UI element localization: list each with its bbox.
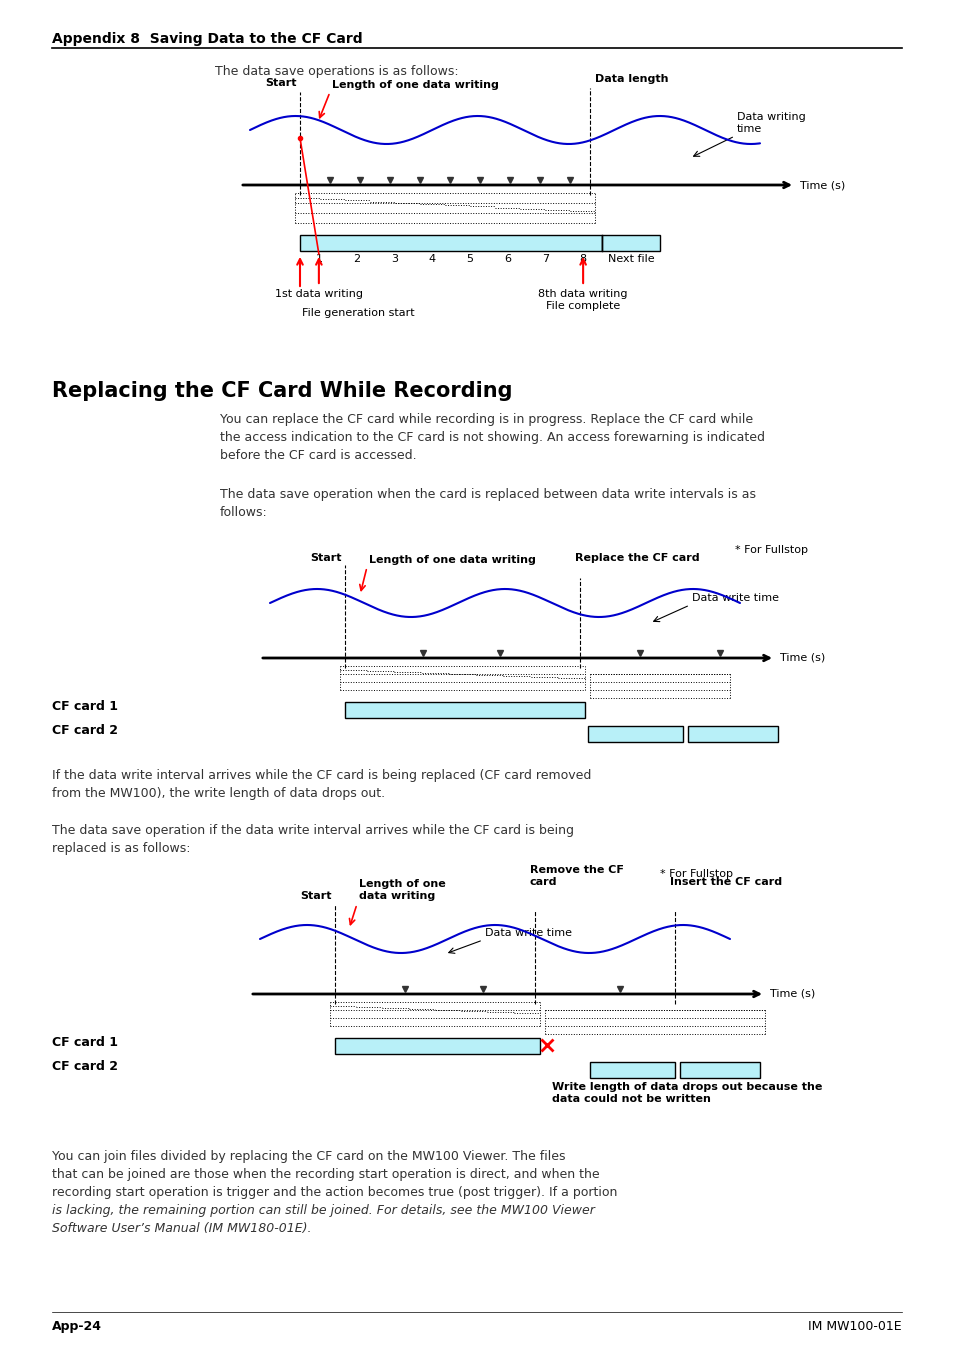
Text: CF card 2: CF card 2 bbox=[52, 724, 118, 737]
Text: File 2: File 2 bbox=[618, 1064, 646, 1075]
Text: Length of one data writing: Length of one data writing bbox=[369, 555, 536, 566]
Text: Time (s): Time (s) bbox=[800, 180, 844, 190]
Text: 2: 2 bbox=[353, 254, 360, 265]
Bar bbox=[601, 235, 659, 251]
Text: that can be joined are those when the recording start operation is direct, and w: that can be joined are those when the re… bbox=[52, 1168, 599, 1181]
Text: Remove the CF
card: Remove the CF card bbox=[530, 865, 623, 887]
Text: Length of one
data writing: Length of one data writing bbox=[358, 879, 445, 900]
Text: Start: Start bbox=[300, 891, 332, 900]
Text: 6: 6 bbox=[503, 254, 511, 265]
Text: 7: 7 bbox=[541, 254, 548, 265]
Text: File generation start: File generation start bbox=[302, 308, 415, 319]
Text: File 2: File 2 bbox=[620, 728, 650, 738]
Text: Time (s): Time (s) bbox=[780, 653, 824, 663]
Text: is lacking, the remaining portion can still be joined. For details, see the MW10: is lacking, the remaining portion can st… bbox=[52, 1204, 595, 1216]
Text: The data save operations is as follows:: The data save operations is as follows: bbox=[214, 65, 458, 78]
Text: * For Fullstop: * For Fullstop bbox=[734, 545, 807, 555]
Bar bbox=[335, 1038, 539, 1054]
Text: recording start operation is trigger and the action becomes true (post trigger).: recording start operation is trigger and… bbox=[52, 1187, 617, 1199]
Text: Insert the CF card: Insert the CF card bbox=[669, 878, 781, 887]
Text: 1st data writing: 1st data writing bbox=[274, 289, 362, 298]
Text: 3: 3 bbox=[391, 254, 397, 265]
Bar bbox=[589, 1062, 675, 1079]
Text: CF card 1: CF card 1 bbox=[52, 1035, 118, 1049]
Text: Start: Start bbox=[310, 554, 341, 563]
Text: Length of one data writing: Length of one data writing bbox=[332, 80, 498, 90]
Text: follows:: follows: bbox=[220, 506, 268, 518]
Text: * For Fullstop: * For Fullstop bbox=[659, 869, 732, 879]
Text: You can replace the CF card while recording is in progress. Replace the CF card : You can replace the CF card while record… bbox=[220, 413, 752, 427]
Text: from the MW100), the write length of data drops out.: from the MW100), the write length of dat… bbox=[52, 787, 385, 801]
Text: Replace the CF card: Replace the CF card bbox=[575, 554, 699, 563]
Bar bbox=[687, 726, 778, 743]
Bar bbox=[299, 235, 601, 251]
Text: Data length: Data length bbox=[595, 74, 668, 84]
Text: CF card 1: CF card 1 bbox=[52, 699, 118, 713]
Text: Data write time: Data write time bbox=[691, 593, 779, 603]
Text: 8th data writing
File complete: 8th data writing File complete bbox=[537, 289, 627, 310]
Text: 8: 8 bbox=[579, 254, 586, 265]
Text: Appendix 8  Saving Data to the CF Card: Appendix 8 Saving Data to the CF Card bbox=[52, 32, 362, 46]
Text: CF card 2: CF card 2 bbox=[52, 1060, 118, 1072]
Text: the access indication to the CF card is not showing. An access forewarning is in: the access indication to the CF card is … bbox=[220, 431, 764, 444]
Text: You can join files divided by replacing the CF card on the MW100 Viewer. The fil: You can join files divided by replacing … bbox=[52, 1150, 565, 1162]
Text: 5: 5 bbox=[466, 254, 473, 265]
Text: App-24: App-24 bbox=[52, 1320, 102, 1332]
Text: Replacing the CF Card While Recording: Replacing the CF Card While Recording bbox=[52, 381, 512, 401]
Text: IM MW100-01E: IM MW100-01E bbox=[807, 1320, 901, 1332]
Text: 4: 4 bbox=[428, 254, 436, 265]
Text: Data write time: Data write time bbox=[484, 927, 572, 938]
Text: 1: 1 bbox=[315, 254, 322, 265]
Bar bbox=[345, 702, 584, 718]
Text: The data save operation when the card is replaced between data write intervals i: The data save operation when the card is… bbox=[220, 487, 755, 501]
Text: Software User’s Manual (IM MW180-01E).: Software User’s Manual (IM MW180-01E). bbox=[52, 1222, 312, 1235]
Text: Next file: Next file bbox=[607, 254, 654, 265]
Text: If the data write interval arrives while the CF card is being replaced (CF card : If the data write interval arrives while… bbox=[52, 769, 591, 782]
Text: File 3: File 3 bbox=[704, 1064, 734, 1075]
Text: Data writing
time: Data writing time bbox=[737, 112, 805, 134]
Text: File 1: File 1 bbox=[450, 703, 479, 714]
Text: The data save operation if the data write interval arrives while the CF card is : The data save operation if the data writ… bbox=[52, 824, 574, 837]
Text: before the CF card is accessed.: before the CF card is accessed. bbox=[220, 450, 416, 462]
Bar bbox=[679, 1062, 760, 1079]
Text: File 1: File 1 bbox=[422, 1040, 452, 1050]
Text: Write length of data drops out because the
data could not be written: Write length of data drops out because t… bbox=[552, 1081, 821, 1103]
Text: Time (s): Time (s) bbox=[769, 990, 815, 999]
Text: File 3: File 3 bbox=[718, 728, 747, 738]
Bar bbox=[587, 726, 682, 743]
Text: Start: Start bbox=[265, 78, 296, 88]
Text: replaced is as follows:: replaced is as follows: bbox=[52, 842, 191, 855]
